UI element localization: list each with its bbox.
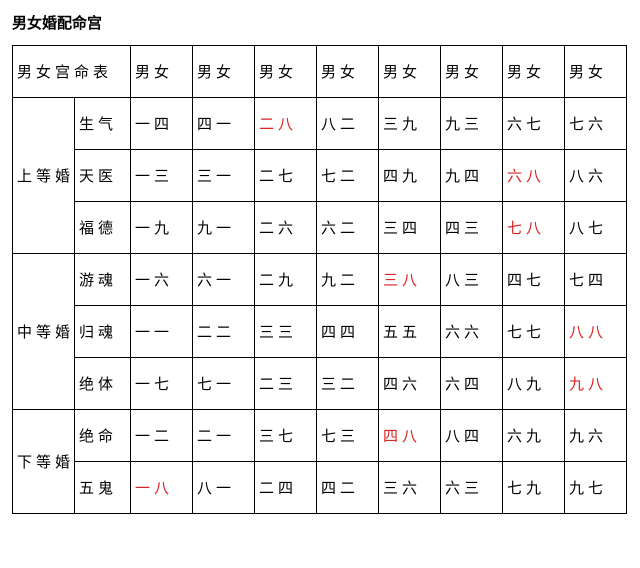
- sub-label: 福德: [75, 202, 131, 254]
- sub-label: 生气: [75, 98, 131, 150]
- cell: 四四: [317, 306, 379, 358]
- cell: 二七: [255, 150, 317, 202]
- cell: 六二: [317, 202, 379, 254]
- cell: 三二: [317, 358, 379, 410]
- group-label-2: 下等婚: [13, 410, 75, 514]
- cell: 九三: [441, 98, 503, 150]
- sub-label: 绝体: [75, 358, 131, 410]
- cell: 一八: [131, 462, 193, 514]
- cell: 三一: [193, 150, 255, 202]
- col-header-0: 男女: [131, 46, 193, 98]
- cell: 三七: [255, 410, 317, 462]
- cell: 四九: [379, 150, 441, 202]
- cell: 七六: [565, 98, 627, 150]
- sub-label: 游魂: [75, 254, 131, 306]
- cell: 一二: [131, 410, 193, 462]
- cell: 六四: [441, 358, 503, 410]
- cell: 七九: [503, 462, 565, 514]
- col-header-1: 男女: [193, 46, 255, 98]
- cell: 九八: [565, 358, 627, 410]
- cell: 九四: [441, 150, 503, 202]
- cell: 八三: [441, 254, 503, 306]
- compatibility-table: 男女宫命表男女男女男女男女男女男女男女男女上等婚生气一四四一二八八二三九九三六七…: [12, 45, 627, 514]
- cell: 七一: [193, 358, 255, 410]
- cell: 一六: [131, 254, 193, 306]
- col-header-2: 男女: [255, 46, 317, 98]
- cell: 四一: [193, 98, 255, 150]
- cell: 九二: [317, 254, 379, 306]
- cell: 八四: [441, 410, 503, 462]
- cell: 二九: [255, 254, 317, 306]
- cell: 七二: [317, 150, 379, 202]
- sub-label: 绝命: [75, 410, 131, 462]
- cell: 七三: [317, 410, 379, 462]
- cell: 九七: [565, 462, 627, 514]
- cell: 六一: [193, 254, 255, 306]
- group-label-0: 上等婚: [13, 98, 75, 254]
- cell: 二二: [193, 306, 255, 358]
- table-row: 福德一九九一二六六二三四四三七八八七: [13, 202, 627, 254]
- cell: 八八: [565, 306, 627, 358]
- table-row: 天医一三三一二七七二四九九四六八八六: [13, 150, 627, 202]
- cell: 一三: [131, 150, 193, 202]
- cell: 六八: [503, 150, 565, 202]
- table-row: 绝体一七七一二三三二四六六四八九九八: [13, 358, 627, 410]
- cell: 八二: [317, 98, 379, 150]
- table-row: 归魂一一二二三三四四五五六六七七八八: [13, 306, 627, 358]
- cell: 四二: [317, 462, 379, 514]
- table-header-row: 男女宫命表男女男女男女男女男女男女男女男女: [13, 46, 627, 98]
- cell: 六七: [503, 98, 565, 150]
- table-row: 下等婚绝命一二二一三七七三四八八四六九九六: [13, 410, 627, 462]
- col-header-7: 男女: [565, 46, 627, 98]
- sub-label: 五鬼: [75, 462, 131, 514]
- cell: 六三: [441, 462, 503, 514]
- cell: 二六: [255, 202, 317, 254]
- col-header-3: 男女: [317, 46, 379, 98]
- page-title: 男女婚配命宫: [12, 12, 628, 33]
- cell: 三九: [379, 98, 441, 150]
- table-row: 上等婚生气一四四一二八八二三九九三六七七六: [13, 98, 627, 150]
- cell: 五五: [379, 306, 441, 358]
- cell: 一九: [131, 202, 193, 254]
- cell: 二四: [255, 462, 317, 514]
- cell: 三八: [379, 254, 441, 306]
- group-label-1: 中等婚: [13, 254, 75, 410]
- cell: 六六: [441, 306, 503, 358]
- cell: 三六: [379, 462, 441, 514]
- cell: 四三: [441, 202, 503, 254]
- cell: 一一: [131, 306, 193, 358]
- cell: 八九: [503, 358, 565, 410]
- cell: 七四: [565, 254, 627, 306]
- cell: 四七: [503, 254, 565, 306]
- cell: 三三: [255, 306, 317, 358]
- cell: 九六: [565, 410, 627, 462]
- cell: 八一: [193, 462, 255, 514]
- sub-label: 天医: [75, 150, 131, 202]
- table-row: 五鬼一八八一二四四二三六六三七九九七: [13, 462, 627, 514]
- header-merge: 男女宫命表: [13, 46, 131, 98]
- cell: 一四: [131, 98, 193, 150]
- sub-label: 归魂: [75, 306, 131, 358]
- col-header-5: 男女: [441, 46, 503, 98]
- table-row: 中等婚游魂一六六一二九九二三八八三四七七四: [13, 254, 627, 306]
- cell: 四六: [379, 358, 441, 410]
- cell: 二八: [255, 98, 317, 150]
- cell: 二三: [255, 358, 317, 410]
- cell: 七八: [503, 202, 565, 254]
- cell: 九一: [193, 202, 255, 254]
- col-header-6: 男女: [503, 46, 565, 98]
- cell: 四八: [379, 410, 441, 462]
- col-header-4: 男女: [379, 46, 441, 98]
- cell: 三四: [379, 202, 441, 254]
- cell: 八七: [565, 202, 627, 254]
- cell: 一七: [131, 358, 193, 410]
- cell: 七七: [503, 306, 565, 358]
- cell: 六九: [503, 410, 565, 462]
- cell: 八六: [565, 150, 627, 202]
- cell: 二一: [193, 410, 255, 462]
